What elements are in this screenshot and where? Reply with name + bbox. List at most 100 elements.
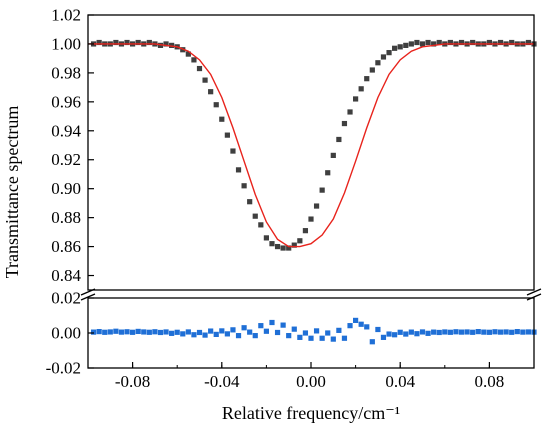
residual-point-marker [230, 327, 236, 333]
residual-point-marker [252, 333, 258, 339]
residual-point-marker [358, 321, 364, 327]
data-point-marker [470, 39, 476, 46]
residual-point-marker [347, 323, 353, 329]
data-point-marker [163, 41, 169, 47]
residual-point-marker [375, 326, 381, 333]
data-point-marker [113, 39, 119, 46]
data-point-marker [269, 241, 275, 247]
data-point-marker [375, 60, 381, 66]
data-point-marker [297, 238, 303, 244]
residual-point-marker [369, 339, 375, 345]
data-point-marker [241, 183, 247, 189]
residual-point-marker [130, 329, 136, 335]
data-point-marker [196, 65, 203, 72]
residual-point-marker [503, 329, 509, 335]
residual-point-marker [514, 329, 520, 335]
residual-point-marker [341, 335, 348, 341]
data-point-marker [286, 245, 292, 251]
residual-point-marker [431, 329, 437, 335]
data-point-marker [397, 44, 403, 50]
residual-point-marker [425, 330, 431, 336]
data-point-marker [486, 39, 492, 46]
residual-point-marker [113, 328, 119, 334]
y-tick-label: 0.00 [51, 324, 81, 343]
x-tick-label: 0.04 [385, 372, 415, 391]
residual-point-marker [475, 329, 481, 335]
residual-point-marker [157, 329, 164, 336]
data-point-marker [353, 96, 359, 102]
y-tick-label: 1.00 [51, 34, 81, 53]
data-point-marker [347, 109, 353, 115]
residual-point-marker [380, 334, 387, 340]
residual-point-marker [308, 335, 314, 341]
data-point-marker [369, 67, 375, 73]
residual-point-marker [481, 329, 487, 335]
residual-point-marker [169, 330, 175, 336]
residual-point-marker [196, 329, 203, 336]
residual-point-marker [269, 319, 275, 326]
residual-point-marker [258, 323, 264, 329]
residual-point-marker [313, 328, 320, 334]
residual-point-marker [408, 329, 414, 335]
residual-point-marker [364, 324, 370, 330]
x-tick-label: 0.00 [296, 372, 326, 391]
residual-point-marker [263, 328, 269, 334]
data-point-marker [319, 187, 325, 193]
residual-point-marker [509, 329, 515, 335]
residual-point-marker [486, 329, 492, 335]
axis-break-marks [80, 288, 542, 301]
y-axis-bottom: -0.02 0.00 0.02 [46, 289, 94, 378]
data-point-marker [525, 39, 532, 46]
residual-point-marker [146, 329, 152, 335]
data-point-marker [386, 50, 392, 56]
residual-point-marker [152, 329, 158, 335]
residual-point-marker [102, 329, 108, 335]
residual-point-marker [202, 332, 208, 338]
y-tick-label: 0.96 [51, 92, 81, 111]
x-axis-title: Relative frequency/cm⁻¹ [222, 403, 400, 423]
data-point-marker [124, 39, 130, 46]
y-tick-label: 0.84 [51, 266, 81, 285]
y-tick-label: 0.02 [51, 289, 81, 308]
residual-point-marker [520, 329, 526, 335]
residual-point-marker [291, 326, 297, 332]
residual-point-marker [107, 329, 113, 335]
data-point-marker [431, 41, 437, 47]
residual-point-marker [453, 329, 459, 335]
data-point-marker [235, 167, 242, 173]
y-tick-label: 0.88 [51, 208, 81, 227]
residual-point-marker [180, 331, 186, 337]
data-point-marker [252, 213, 258, 219]
data-point-marker [330, 152, 336, 158]
residual-point-marker [403, 331, 409, 337]
residual-point-marker [274, 329, 281, 336]
data-point-marker [497, 39, 504, 46]
residual-point-marker [247, 329, 253, 335]
data-point-marker [408, 41, 414, 47]
panel-gap [87, 291, 535, 297]
data-point-marker [247, 199, 253, 205]
data-point-marker [202, 77, 208, 83]
bottom-panel [90, 317, 537, 345]
residual-point-marker [436, 329, 442, 336]
y-tick-label: 1.02 [51, 6, 81, 25]
y-tick-label: 0.94 [51, 121, 81, 140]
x-tick-label: -0.08 [115, 372, 150, 391]
residual-point-marker [174, 329, 180, 335]
data-point-marker [280, 245, 286, 251]
data-point-marker [96, 39, 102, 46]
residual-point-marker [208, 328, 214, 334]
residual-point-marker [241, 325, 247, 331]
data-point-marker [325, 170, 331, 176]
plot-frame [87, 14, 535, 369]
data-point-marker [313, 203, 320, 209]
data-point-marker [157, 42, 164, 48]
data-point-marker [263, 235, 269, 241]
x-axis: -0.08 -0.04 0.00 0.04 0.08 [87, 362, 535, 391]
residual-point-marker [96, 329, 102, 335]
data-point-marker [380, 54, 387, 60]
residual-point-marker [419, 329, 426, 335]
residual-point-marker [286, 333, 292, 339]
y-axis-top: 0.84 0.86 0.88 0.90 0.92 0.94 0.96 0.98 1.00 1.02 [51, 6, 94, 285]
residual-point-marker [525, 329, 532, 335]
